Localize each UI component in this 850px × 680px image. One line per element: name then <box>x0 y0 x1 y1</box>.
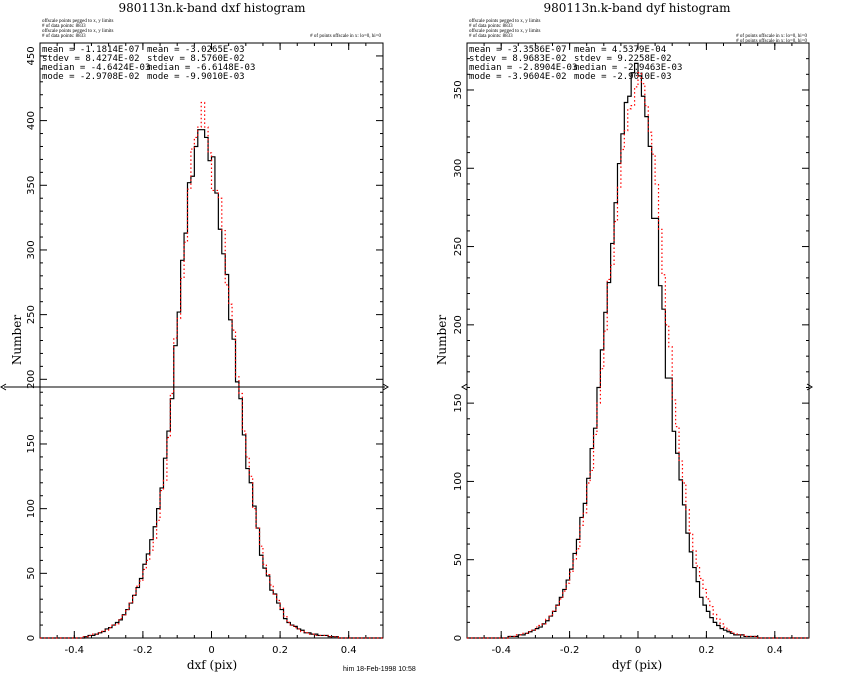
x-tick-label: 0.2 <box>272 645 288 656</box>
stat-right: stdev = 8.5760E-02 <box>147 54 245 64</box>
cursor-arrows <box>0 383 813 391</box>
y-tick-label: 350 <box>453 80 464 99</box>
header-note: # of data points: 8833 <box>469 24 513 29</box>
stat-left: median = -4.6424E-03 <box>42 63 150 73</box>
x-axis-label: dyf (pix) <box>612 658 662 672</box>
series-group <box>467 62 809 639</box>
header-note: # of data points: 8833 <box>469 34 513 39</box>
y-tick-label: 300 <box>26 240 37 259</box>
x-tick-label: -0.2 <box>133 645 153 656</box>
y-axis-label: Number <box>435 315 449 365</box>
axes: -0.4 -0.2 0 0.2 0.4 0 50 100 150 200 250 300 350 400 4… <box>26 42 384 656</box>
stat-left: mean = -1.1814E-07 <box>42 45 140 55</box>
header-note: # of data points: 8833 <box>42 34 86 39</box>
stat-left: mean = -3.3586E-07 <box>469 45 567 55</box>
header-notes-right: # of points offscale in x: lo=0, hi=0 <box>310 34 381 39</box>
plot-frame <box>466 42 810 639</box>
header-note: offscale points pegged to x, y limits <box>469 19 540 24</box>
y-tick-label: 100 <box>26 499 37 518</box>
dxf-histogram-panel: 980113n.k-band dxf histogram offscale po… <box>10 1 384 672</box>
y-tick-label: 200 <box>453 315 464 334</box>
series-line <box>40 129 383 639</box>
right-arrow-icon <box>382 383 389 391</box>
y-tick-label: 0 <box>453 635 464 641</box>
x-tick-label: 0.4 <box>767 645 783 656</box>
stat-left: median = -2.8904E-03 <box>469 63 577 73</box>
axes: -0.4 -0.2 0 0.2 0.4 0 50 100 150 200 250 300 350 <box>453 42 810 656</box>
x-tick-label: 0 <box>635 645 641 656</box>
stat-left: mode = -2.9708E-02 <box>42 72 140 82</box>
statistics-block: mean = -1.1814E-07 mean = -3.0265E-03stde… <box>42 45 255 82</box>
series-group <box>40 101 383 639</box>
dyf-histogram-panel: 980113n.k-band dyf histogram offscale po… <box>435 1 810 672</box>
stat-right: mode = -2.9010E-03 <box>574 72 672 82</box>
y-axis-label: Number <box>10 315 24 365</box>
plot-frame <box>39 42 384 639</box>
stat-left: stdev = 8.9683E-02 <box>469 54 567 64</box>
left-arrow-icon <box>0 383 7 391</box>
y-tick-label: 150 <box>26 434 37 453</box>
chart-title: 980113n.k-band dxf histogram <box>119 1 307 15</box>
right-arrow-icon <box>806 383 813 391</box>
header-note: # of points offscale in x: lo=0, hi=0 <box>736 34 807 39</box>
chart-title: 980113n.k-band dyf histogram <box>544 1 732 15</box>
x-tick-label: 0.2 <box>698 645 714 656</box>
y-tick-label: 0 <box>26 635 37 641</box>
x-tick-label: 0 <box>208 645 214 656</box>
footer-timestamp: him 18-Feb-1998 10:58 <box>343 666 416 673</box>
stat-left: mode = -3.9604E-02 <box>469 72 567 82</box>
header-note: # of points offscale in x: lo=0, hi=0 <box>736 39 807 44</box>
y-tick-label: 350 <box>26 176 37 195</box>
y-tick-label: 250 <box>26 305 37 324</box>
y-tick-label: 50 <box>26 567 37 580</box>
y-tick-label: 300 <box>453 159 464 178</box>
header-notes-right: # of points offscale in x: lo=0, hi=0# o… <box>736 34 807 44</box>
header-note: # of data points: 8833 <box>42 24 86 29</box>
stat-right: mode = -9.9010E-03 <box>147 72 245 82</box>
header-note: # of points offscale in x: lo=0, hi=0 <box>310 34 381 39</box>
header-note: offscale points pegged to x, y limits <box>42 29 113 34</box>
x-tick-label: 0.4 <box>341 645 357 656</box>
header-notes-left: offscale points pegged to x, y limits# o… <box>469 19 540 39</box>
stat-right: median = -6.6148E-03 <box>147 63 255 73</box>
header-notes-left: offscale points pegged to x, y limits# o… <box>42 19 113 39</box>
y-tick-label: 50 <box>453 553 464 566</box>
y-tick-label: 200 <box>26 370 37 389</box>
x-tick-label: -0.4 <box>65 645 85 656</box>
header-note: offscale points pegged to x, y limits <box>42 19 113 24</box>
stat-right: median = -2.9463E-03 <box>574 63 682 73</box>
stat-right: stdev = 9.2258E-02 <box>574 54 672 64</box>
statistics-block: mean = -3.3586E-07 mean = 4.5379E-04stdev… <box>469 45 682 82</box>
x-tick-label: -0.4 <box>491 645 511 656</box>
stat-right: mean = 4.5379E-04 <box>574 45 666 55</box>
y-tick-label: 250 <box>453 237 464 256</box>
series-line <box>467 72 809 639</box>
header-note: offscale points pegged to x, y limits <box>469 29 540 34</box>
series-line <box>467 62 809 639</box>
stat-left: stdev = 8.4274E-02 <box>42 54 140 64</box>
x-tick-label: -0.2 <box>560 645 580 656</box>
series-line <box>40 101 383 639</box>
y-tick-label: 150 <box>453 394 464 413</box>
y-tick-label: 100 <box>453 472 464 491</box>
stat-right: mean = -3.0265E-03 <box>147 45 245 55</box>
y-tick-label: 400 <box>26 111 37 130</box>
x-axis-label: dxf (pix) <box>187 658 237 672</box>
left-arrow-icon <box>461 383 468 391</box>
y-tick-label: 450 <box>26 46 37 65</box>
